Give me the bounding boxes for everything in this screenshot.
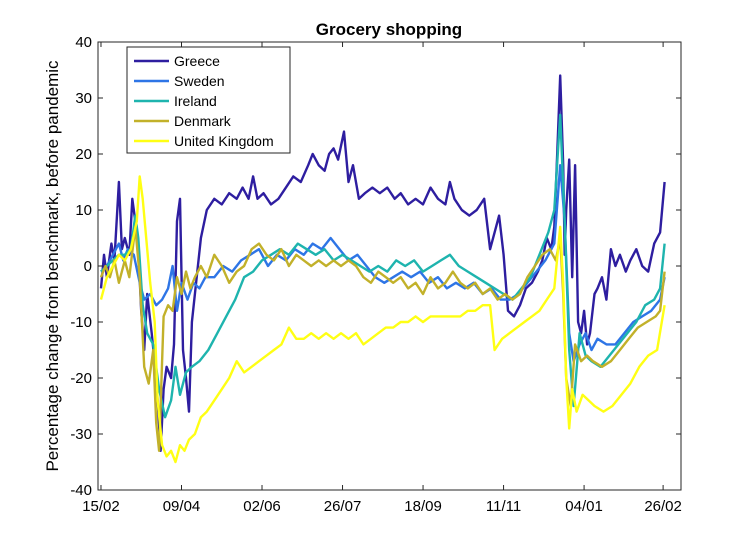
x-tick-label: 26/02	[644, 498, 682, 515]
y-tick-label: 0	[84, 258, 92, 275]
legend-label: Greece	[174, 53, 220, 69]
legend-label: United Kingdom	[174, 133, 274, 149]
series-line-sweden	[100, 164, 666, 363]
x-tick-label: 09/04	[163, 498, 201, 515]
y-tick-label: 40	[75, 34, 92, 51]
legend-label: Sweden	[174, 73, 225, 89]
axis-ticks: -40 -30 -20 -10 0 10 20 30 40 15/02 09/04 02/06 26/0…	[70, 34, 682, 515]
series-lines	[99, 74, 666, 464]
y-axis-label: Percentage change from benchmark, before…	[43, 60, 62, 472]
series-line-united-kingdom	[99, 175, 666, 464]
legend: Greece Sweden Ireland Denmark United Kingdom	[126, 46, 291, 154]
chart-title: Grocery shopping	[316, 20, 462, 39]
legend-label: Ireland	[174, 93, 217, 109]
x-tick-label: 15/02	[82, 498, 120, 515]
y-tick-label: -10	[70, 314, 92, 331]
y-tick-label: -30	[70, 426, 92, 443]
x-tick-label: 02/06	[243, 498, 281, 515]
y-tick-label: 20	[75, 146, 92, 163]
x-tick-label: 04/01	[565, 498, 603, 515]
y-tick-label: 10	[75, 202, 92, 219]
y-tick-label: -40	[70, 482, 92, 499]
x-tick-label: 18/09	[404, 498, 442, 515]
y-tick-label: -20	[70, 370, 92, 387]
legend-label: Denmark	[174, 113, 232, 129]
x-tick-label: 11/11	[486, 498, 521, 515]
x-tick-label: 26/07	[324, 498, 362, 515]
series-line-greece	[99, 74, 666, 452]
y-tick-label: 30	[75, 90, 92, 107]
